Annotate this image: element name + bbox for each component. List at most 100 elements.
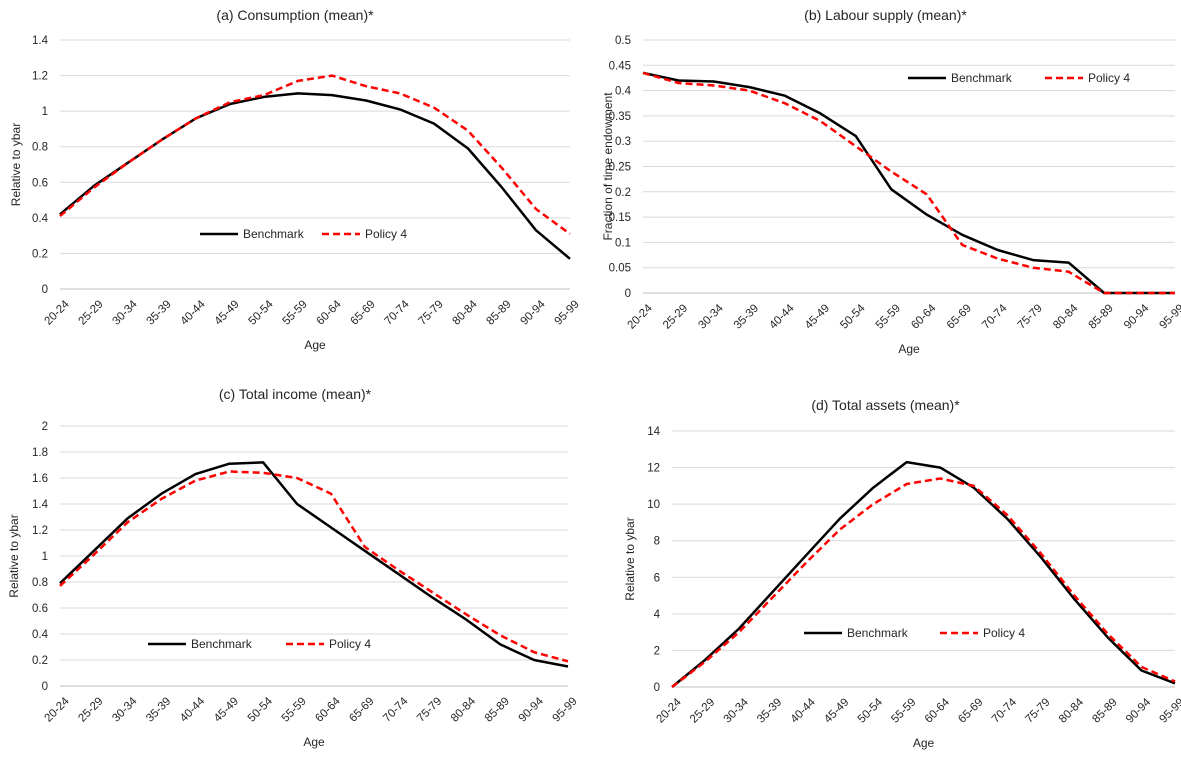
x-tick-label: 40-44 bbox=[179, 298, 209, 328]
x-axis-label: Age bbox=[898, 342, 920, 356]
series-line-benchmark bbox=[59, 461, 569, 668]
legend-label: Policy 4 bbox=[365, 227, 407, 241]
total-income-chart: 0 0.2 0.4 0.6 0.8 1 1.2 1.4 1.6 1.8 2 20-24 25-29 30-… bbox=[7, 386, 580, 749]
y-tick-label: 1.8 bbox=[32, 447, 48, 459]
x-tick-label: 60-64 bbox=[909, 302, 939, 332]
x-tick-label: 85-89 bbox=[485, 298, 514, 327]
x-tick-label: 55-59 bbox=[281, 298, 310, 327]
y-tick-label: 0.8 bbox=[32, 577, 48, 589]
x-tick-label: 95-99 bbox=[551, 695, 580, 724]
x-tick-label: 70-74 bbox=[980, 302, 1010, 332]
legend-label: Benchmark bbox=[243, 227, 305, 241]
legend-label: Policy 4 bbox=[329, 637, 371, 651]
x-tick-label: 70-74 bbox=[381, 695, 411, 725]
x-tick-label: 75-79 bbox=[1016, 302, 1045, 331]
y-tick-label: 0.35 bbox=[609, 111, 631, 123]
series-line-policy-4 bbox=[642, 71, 1175, 295]
legend-label: Benchmark bbox=[951, 71, 1013, 85]
x-tick-label: 60-64 bbox=[313, 695, 343, 725]
x-tick-label: 55-59 bbox=[280, 695, 309, 724]
x-tick-label: 95-99 bbox=[1158, 696, 1181, 725]
y-tick-label: 0.45 bbox=[609, 60, 631, 72]
x-tick-label: 80-84 bbox=[451, 298, 481, 328]
y-tick-label: 0 bbox=[42, 284, 48, 296]
y-tick-label: 1.4 bbox=[32, 499, 49, 511]
series-line-policy-4 bbox=[59, 74, 571, 235]
y-axis-label: Fraction of time endowment bbox=[601, 92, 615, 241]
x-tick-label: 90-94 bbox=[1124, 696, 1154, 726]
x-tick-label: 25-29 bbox=[688, 696, 717, 725]
total-assets-chart: 0 2 4 6 8 10 12 14 20-24 25-29 30-34 35-39 40-44 45-4… bbox=[623, 397, 1181, 750]
y-tick-label: 2 bbox=[42, 421, 48, 433]
y-tick-label: 0 bbox=[654, 682, 660, 694]
series-line-benchmark bbox=[642, 71, 1175, 295]
chart-panel-total-assets: 0 2 4 6 8 10 12 14 20-24 25-29 30-34 35-39 40-44 45-4… bbox=[590, 380, 1181, 759]
x-tick-label: 70-74 bbox=[383, 298, 413, 328]
x-tick-label: 65-69 bbox=[956, 696, 985, 725]
series-line-benchmark bbox=[59, 92, 571, 260]
y-axis-label: Relative to ybar bbox=[623, 517, 637, 600]
x-tick-label: 65-69 bbox=[349, 298, 378, 327]
y-tick-label: 0.05 bbox=[609, 263, 631, 275]
y-tick-label: 0.2 bbox=[32, 655, 48, 667]
legend-label: Policy 4 bbox=[1088, 71, 1130, 85]
x-tick-label: 30-34 bbox=[722, 696, 752, 726]
y-tick-label: 0.4 bbox=[615, 86, 632, 98]
x-tick-label: 65-69 bbox=[347, 695, 376, 724]
x-tick-label: 40-44 bbox=[789, 696, 819, 726]
x-tick-label: 75-79 bbox=[415, 695, 444, 724]
x-tick-label: 30-34 bbox=[696, 302, 726, 332]
y-tick-label: 0.6 bbox=[32, 177, 48, 189]
series-line-policy-4 bbox=[671, 477, 1176, 688]
y-tick-label: 0.2 bbox=[32, 248, 48, 260]
x-tick-label: 25-29 bbox=[77, 298, 106, 327]
chart-panel-total-income: 0 0.2 0.4 0.6 0.8 1 1.2 1.4 1.6 1.8 2 20-24 25-29 30-… bbox=[0, 380, 590, 759]
x-tick-label: 45-49 bbox=[212, 695, 241, 724]
x-axis-label: Age bbox=[304, 338, 326, 352]
chart-title: (d) Total assets (mean)* bbox=[811, 397, 960, 413]
x-tick-label: 60-64 bbox=[923, 696, 953, 726]
x-tick-label: 65-69 bbox=[945, 302, 974, 331]
y-tick-label: 1.2 bbox=[32, 525, 48, 537]
x-tick-label: 20-24 bbox=[626, 302, 656, 332]
legend-label: Policy 4 bbox=[983, 626, 1025, 640]
y-axis-label: Relative to ybar bbox=[7, 514, 21, 597]
y-tick-label: 1 bbox=[42, 551, 48, 563]
x-tick-label: 40-44 bbox=[767, 302, 797, 332]
x-tick-label: 50-54 bbox=[856, 696, 886, 726]
x-tick-label: 80-84 bbox=[1051, 302, 1081, 332]
y-tick-label: 0.5 bbox=[615, 35, 631, 47]
y-tick-label: 0.1 bbox=[615, 237, 631, 249]
x-tick-label: 50-54 bbox=[838, 302, 868, 332]
chart-title: (c) Total income (mean)* bbox=[219, 386, 372, 402]
x-tick-label: 55-59 bbox=[889, 696, 918, 725]
consumption-chart: 0 0.2 0.4 0.6 0.8 1 1.2 1.4 20-24 25-29 30-34 35-39… bbox=[9, 7, 582, 352]
x-tick-label: 80-84 bbox=[449, 695, 479, 725]
x-tick-label: 85-89 bbox=[1087, 302, 1116, 331]
x-tick-label: 30-34 bbox=[111, 298, 141, 328]
y-tick-label: 6 bbox=[654, 572, 660, 584]
chart-title: (a) Consumption (mean)* bbox=[216, 7, 374, 23]
x-tick-label: 35-39 bbox=[732, 302, 761, 331]
y-tick-label: 10 bbox=[647, 499, 660, 511]
x-tick-label: 85-89 bbox=[1090, 696, 1119, 725]
y-tick-label: 0.15 bbox=[609, 212, 631, 224]
x-tick-label: 70-74 bbox=[990, 696, 1020, 726]
series-line-policy-4 bbox=[59, 470, 569, 663]
x-tick-label: 35-39 bbox=[755, 696, 784, 725]
y-tick-label: 0.4 bbox=[32, 629, 49, 641]
x-tick-label: 20-24 bbox=[655, 696, 685, 726]
y-tick-label: 0.4 bbox=[32, 213, 49, 225]
y-tick-label: 4 bbox=[654, 609, 661, 621]
legend-label: Benchmark bbox=[191, 637, 253, 651]
y-tick-label: 0.2 bbox=[615, 187, 631, 199]
x-tick-label: 45-49 bbox=[822, 696, 851, 725]
x-tick-label: 20-24 bbox=[43, 298, 73, 328]
y-tick-label: 8 bbox=[654, 536, 660, 548]
y-tick-label: 0 bbox=[625, 288, 631, 300]
x-tick-label: 40-44 bbox=[178, 695, 208, 725]
x-tick-label: 85-89 bbox=[483, 695, 512, 724]
x-axis-label: Age bbox=[303, 735, 325, 749]
y-tick-label: 0 bbox=[42, 681, 48, 693]
x-tick-label: 95-99 bbox=[1158, 302, 1181, 331]
